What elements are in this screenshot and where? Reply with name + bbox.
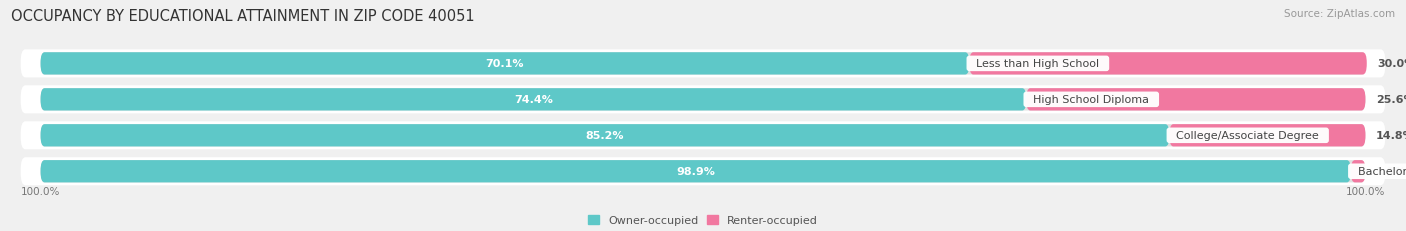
FancyBboxPatch shape — [969, 53, 1367, 75]
Text: 30.0%: 30.0% — [1378, 59, 1406, 69]
FancyBboxPatch shape — [21, 158, 1385, 185]
Text: Less than High School: Less than High School — [969, 59, 1107, 69]
FancyBboxPatch shape — [41, 160, 1351, 183]
Text: High School Diploma: High School Diploma — [1026, 95, 1156, 105]
Text: 100.0%: 100.0% — [21, 186, 60, 196]
Text: Source: ZipAtlas.com: Source: ZipAtlas.com — [1284, 9, 1395, 19]
Text: 1.1%: 1.1% — [1376, 167, 1406, 176]
FancyBboxPatch shape — [1170, 125, 1365, 147]
FancyBboxPatch shape — [21, 122, 1385, 150]
Text: 85.2%: 85.2% — [586, 131, 624, 141]
FancyBboxPatch shape — [21, 86, 1385, 114]
FancyBboxPatch shape — [41, 125, 1170, 147]
Text: OCCUPANCY BY EDUCATIONAL ATTAINMENT IN ZIP CODE 40051: OCCUPANCY BY EDUCATIONAL ATTAINMENT IN Z… — [11, 9, 475, 24]
FancyBboxPatch shape — [41, 125, 1365, 147]
Text: College/Associate Degree: College/Associate Degree — [1170, 131, 1326, 141]
Text: 74.4%: 74.4% — [515, 95, 553, 105]
Text: 100.0%: 100.0% — [1346, 186, 1385, 196]
FancyBboxPatch shape — [41, 160, 1365, 183]
Text: 70.1%: 70.1% — [485, 59, 524, 69]
Text: 98.9%: 98.9% — [676, 167, 716, 176]
Text: 14.8%: 14.8% — [1376, 131, 1406, 141]
FancyBboxPatch shape — [1026, 89, 1365, 111]
FancyBboxPatch shape — [41, 53, 1365, 75]
FancyBboxPatch shape — [21, 50, 1385, 78]
FancyBboxPatch shape — [41, 89, 1026, 111]
FancyBboxPatch shape — [1351, 160, 1365, 183]
FancyBboxPatch shape — [41, 89, 1365, 111]
FancyBboxPatch shape — [41, 53, 969, 75]
Text: Bachelor's Degree or higher: Bachelor's Degree or higher — [1351, 167, 1406, 176]
Text: 25.6%: 25.6% — [1376, 95, 1406, 105]
Legend: Owner-occupied, Renter-occupied: Owner-occupied, Renter-occupied — [583, 210, 823, 230]
